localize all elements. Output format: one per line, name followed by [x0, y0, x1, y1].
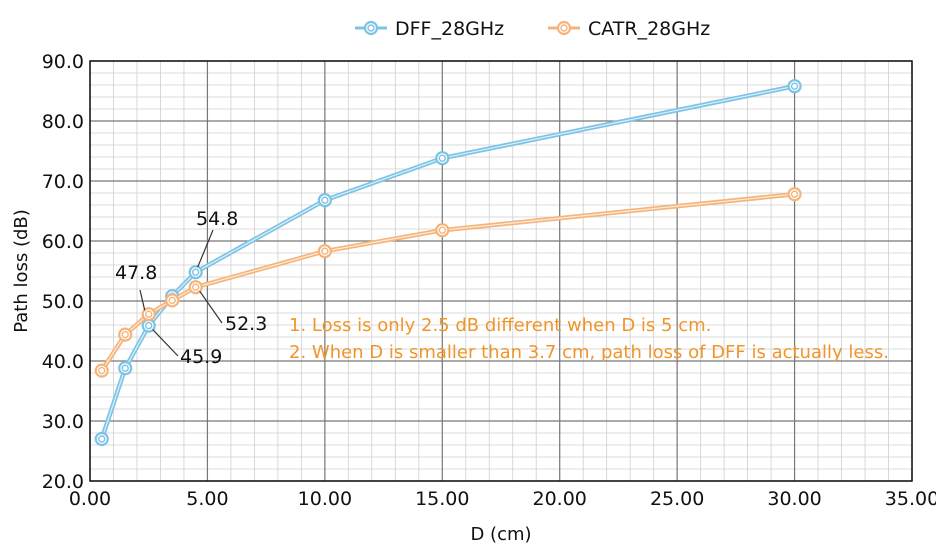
note-line: 1. Loss is only 2.5 dB different when D … [289, 315, 711, 336]
series-catr-28ghz [94, 187, 802, 378]
data-point-inner [121, 330, 129, 339]
data-point [317, 244, 332, 259]
major-gridlines [89, 60, 913, 482]
y-tick-label: 90.0 [42, 51, 84, 73]
note-line: 2. When D is smaller than 3.7 cm, path l… [289, 342, 889, 363]
callout-label: 54.8 [196, 208, 238, 230]
y-tick-label: 70.0 [42, 171, 84, 193]
tick-labels: 0.00 5.00 10.00 15.00 20.00 25.00 30.00 35.00 20… [42, 51, 936, 510]
data-point-inner [145, 321, 153, 330]
x-axis-label: D (cm) [470, 524, 531, 545]
series-line [99, 83, 796, 440]
data-point-inner [790, 82, 799, 90]
y-tick-label: 30.0 [42, 411, 84, 433]
y-tick-label: 80.0 [42, 111, 84, 133]
data-point [118, 361, 133, 376]
legend-marker-inner [367, 24, 375, 32]
data-point [141, 307, 156, 322]
callout-label: 52.3 [225, 313, 267, 335]
data-point-inner [191, 268, 200, 276]
y-tick-label: 40.0 [42, 351, 84, 373]
data-point-inner [145, 310, 153, 318]
callout-label: 45.9 [180, 346, 222, 368]
data-point [165, 293, 180, 308]
x-tick-label: 20.00 [533, 488, 587, 510]
legend: DFF_28GHz CATR_28GHz [355, 18, 710, 40]
legend-marker [363, 20, 379, 36]
x-tick-label: 30.00 [767, 488, 821, 510]
data-point-inner [191, 283, 200, 291]
y-tick-label: 60.0 [42, 231, 84, 253]
x-tick-label: 25.00 [650, 488, 704, 510]
data-point-inner [98, 435, 106, 443]
legend-marker-inner [560, 24, 568, 32]
data-point [317, 193, 332, 208]
x-tick-label: 10.00 [298, 488, 352, 510]
data-point [94, 431, 109, 447]
data-point-inner [121, 364, 129, 372]
data-series [94, 79, 802, 447]
data-point-inner [321, 247, 329, 255]
data-point-inner [438, 154, 446, 162]
x-tick-label: 15.00 [415, 488, 469, 510]
x-tick-label: 35.00 [885, 488, 936, 510]
data-point-inner [321, 196, 329, 204]
plot-frame [89, 60, 913, 482]
legend-label: DFF_28GHz [395, 18, 504, 40]
data-point [188, 265, 203, 280]
series-line-highlight [101, 85, 795, 440]
callout-leader [197, 229, 214, 268]
notes: 1. Loss is only 2.5 dB different when D … [289, 315, 889, 363]
y-tick-label: 20.0 [42, 471, 84, 493]
callout-leader [139, 289, 146, 311]
callout-leader [199, 290, 223, 324]
data-point [787, 187, 802, 202]
x-tick-label: 5.00 [186, 488, 228, 510]
data-point [787, 79, 802, 94]
data-point [435, 151, 450, 166]
data-point [188, 280, 203, 295]
y-tick-label: 50.0 [42, 291, 84, 313]
callout-leader [152, 329, 179, 357]
data-point [94, 363, 109, 378]
data-point-inner [98, 366, 106, 375]
data-point [118, 327, 133, 342]
legend-label: CATR_28GHz [588, 18, 710, 40]
x-tick-label: 0.00 [69, 488, 111, 510]
data-point [435, 223, 450, 238]
data-point-inner [790, 190, 799, 198]
legend-marker [556, 20, 572, 36]
minor-gridlines [90, 61, 912, 481]
data-point-inner [438, 226, 446, 234]
data-point-inner [168, 296, 176, 305]
y-axis-label: Path loss (dB) [11, 209, 32, 333]
series-dff-28ghz [94, 79, 802, 447]
callout-label: 47.8 [115, 262, 157, 284]
callouts: 54.8 47.8 52.345.9 [115, 208, 267, 368]
